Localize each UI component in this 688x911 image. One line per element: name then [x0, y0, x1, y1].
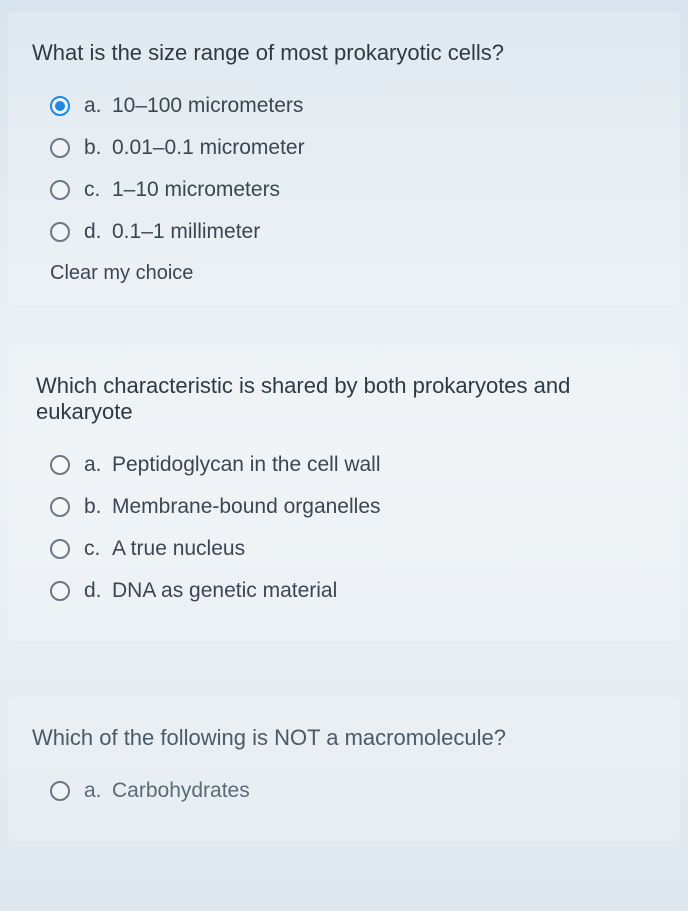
option-text: Carbohydrates: [112, 779, 250, 803]
clear-choice-link[interactable]: Clear my choice: [50, 262, 656, 285]
option-text: Membrane-bound organelles: [112, 495, 381, 519]
option-a[interactable]: a. Carbohydrates: [50, 779, 656, 803]
option-text: DNA as genetic material: [112, 579, 337, 603]
option-text: 1–10 micrometers: [112, 178, 280, 202]
option-text: 0.1–1 millimeter: [112, 220, 260, 244]
options-list: a. Peptidoglycan in the cell wall b. Mem…: [32, 453, 656, 603]
question-text: What is the size range of most prokaryot…: [32, 40, 656, 66]
option-a[interactable]: a. Peptidoglycan in the cell wall: [50, 453, 656, 477]
options-list: a. 10–100 micrometers b. 0.01–0.1 microm…: [32, 94, 656, 244]
option-letter: b.: [84, 136, 112, 160]
option-letter: a.: [84, 779, 112, 803]
question-text: Which characteristic is shared by both p…: [32, 373, 656, 425]
question-block-3: Which of the following is NOT a macromol…: [8, 697, 680, 841]
question-block-1: What is the size range of most prokaryot…: [8, 12, 680, 305]
radio-icon[interactable]: [50, 581, 70, 601]
option-a[interactable]: a. 10–100 micrometers: [50, 94, 656, 118]
radio-icon[interactable]: [50, 138, 70, 158]
option-b[interactable]: b. Membrane-bound organelles: [50, 495, 656, 519]
radio-icon[interactable]: [50, 497, 70, 517]
option-letter: b.: [84, 495, 112, 519]
option-text: 10–100 micrometers: [112, 94, 303, 118]
option-c[interactable]: c. 1–10 micrometers: [50, 178, 656, 202]
option-letter: d.: [84, 579, 112, 603]
option-d[interactable]: d. 0.1–1 millimeter: [50, 220, 656, 244]
radio-icon[interactable]: [50, 180, 70, 200]
radio-icon[interactable]: [50, 96, 70, 116]
question-text: Which of the following is NOT a macromol…: [32, 725, 656, 751]
option-b[interactable]: b. 0.01–0.1 micrometer: [50, 136, 656, 160]
option-letter: a.: [84, 453, 112, 477]
radio-icon[interactable]: [50, 455, 70, 475]
option-letter: c.: [84, 537, 112, 561]
options-list: a. Carbohydrates: [32, 779, 656, 803]
radio-icon[interactable]: [50, 539, 70, 559]
option-letter: c.: [84, 178, 112, 202]
option-letter: a.: [84, 94, 112, 118]
option-text: Peptidoglycan in the cell wall: [112, 453, 381, 477]
option-letter: d.: [84, 220, 112, 244]
option-text: A true nucleus: [112, 537, 245, 561]
option-c[interactable]: c. A true nucleus: [50, 537, 656, 561]
option-d[interactable]: d. DNA as genetic material: [50, 579, 656, 603]
question-block-2: Which characteristic is shared by both p…: [8, 345, 680, 641]
radio-icon[interactable]: [50, 781, 70, 801]
radio-icon[interactable]: [50, 222, 70, 242]
option-text: 0.01–0.1 micrometer: [112, 136, 305, 160]
